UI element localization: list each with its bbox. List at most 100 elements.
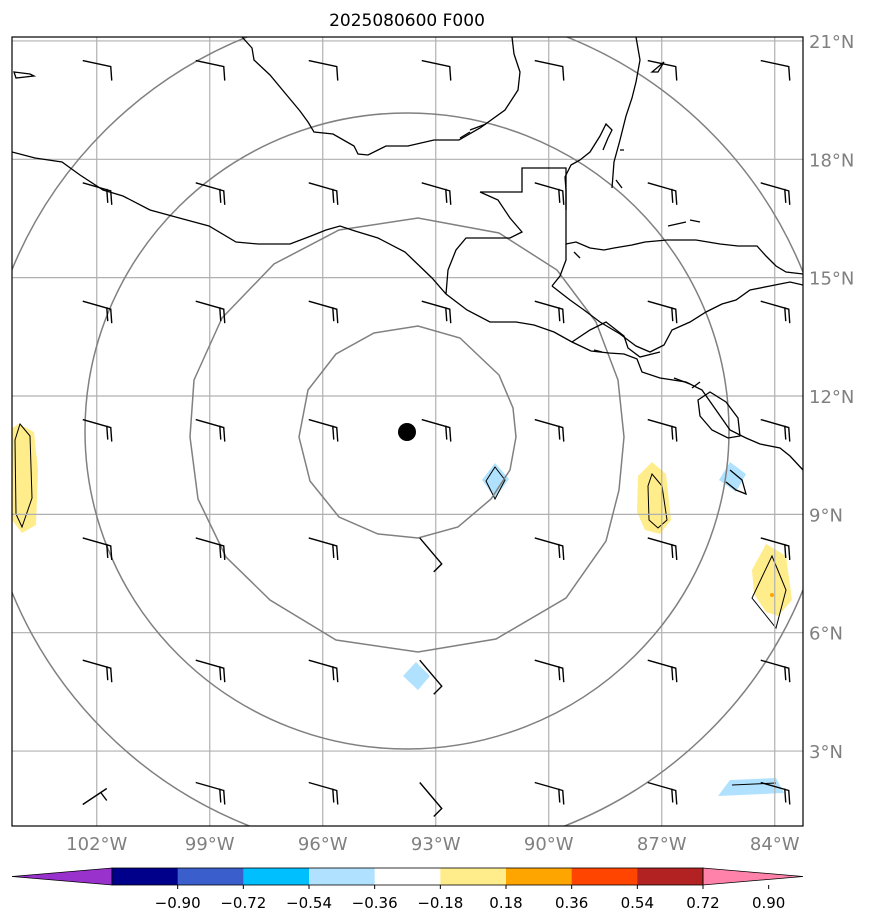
lat-tick-label: 18°N (809, 150, 854, 171)
colorbar-tick-label: 0.90 (752, 894, 785, 912)
wind-barb (82, 537, 113, 560)
lat-tick-label: 9°N (809, 505, 843, 526)
colorbar-outline (111, 867, 704, 886)
wind-barb (308, 659, 339, 683)
lat-tick-label: 3°N (809, 742, 843, 763)
nicaragua-costa-rica (697, 391, 741, 439)
colorbar-swatch (309, 868, 376, 885)
range-rings (12, 37, 803, 826)
wind-barb (421, 182, 452, 205)
panama-coast (725, 469, 747, 496)
wind-barb (534, 537, 565, 560)
mexico-pacific-coast (12, 151, 803, 471)
lat-tick-label: 15°N (809, 269, 854, 290)
range-ring-1 (298, 325, 517, 539)
lon-tick-label: 90°W (524, 834, 574, 855)
wind-barb (647, 59, 678, 81)
wind-barb (195, 659, 226, 683)
shaded-features (12, 422, 792, 796)
wind-barb (647, 418, 678, 442)
wind-barb (421, 59, 452, 81)
colorbar-tick-label: −0.54 (286, 894, 332, 912)
colorbar-swatch (637, 868, 704, 885)
colorbar-tick-label: 0.72 (686, 894, 719, 912)
wind-barb (419, 782, 443, 817)
wind-barb (419, 659, 443, 695)
wind-barb (82, 300, 113, 324)
wind-barb (421, 418, 452, 442)
honduras-border (571, 321, 661, 358)
wind-barb (760, 781, 791, 805)
wind-barb (195, 182, 226, 205)
guatemala-border (445, 167, 567, 295)
wind-barb (195, 300, 226, 324)
wind-barb (82, 659, 113, 683)
range-ring-4 (12, 37, 803, 826)
colorbar-extend-max (702, 867, 804, 886)
wind-barb (195, 537, 226, 560)
wind-barb (534, 659, 565, 683)
wind-barb (195, 418, 226, 442)
colorbar-tick-label: 0.54 (621, 894, 654, 912)
wind-barb (419, 537, 443, 573)
wind-barb (308, 182, 339, 205)
longitude-labels: 102°W 99°W 96°W 93°W 90°W 87°W 84°W (66, 834, 800, 855)
yucatan-east-coast (611, 37, 641, 189)
gulf-coast (241, 37, 521, 156)
colorbar-swatch (440, 868, 507, 885)
wind-barb (308, 59, 339, 81)
colorbar-swatch (177, 868, 244, 885)
positive-blob-west (12, 424, 38, 533)
wind-barb (421, 300, 452, 324)
wind-barb (308, 418, 339, 442)
wind-barbs (82, 59, 791, 817)
colorbar-swatch (374, 868, 441, 885)
wind-barb (534, 418, 565, 442)
negative-blob-93w (403, 662, 430, 690)
negative-blob-91w (482, 463, 509, 498)
wind-barb (308, 781, 339, 805)
positive-blob-84w (752, 544, 792, 616)
colorbar-swatch (571, 868, 638, 885)
wind-barb (308, 300, 339, 324)
range-ring-2 (189, 217, 625, 653)
colorbar-swatch (243, 868, 310, 885)
wind-barb (760, 537, 791, 560)
colorbar: −0.90 −0.72 −0.54 −0.36 −0.18 0.18 0.36 0.54 0.7… (11, 867, 804, 912)
negative-blob-85w (719, 462, 746, 492)
colorbar-tick-label: 0.36 (555, 894, 588, 912)
lon-tick-label: 84°W (750, 834, 800, 855)
wind-barb (534, 300, 565, 324)
negative-blob-se (718, 778, 784, 796)
lon-tick-label: 87°W (637, 834, 687, 855)
lat-tick-label: 21°N (809, 32, 854, 53)
colorbar-swatch (506, 868, 573, 885)
lon-tick-label: 99°W (185, 834, 235, 855)
wind-barb (534, 781, 565, 805)
lon-tick-label: 102°W (66, 834, 127, 855)
wind-barb (760, 300, 791, 324)
positive-blob-87w (637, 462, 671, 534)
colorbar-swatch (112, 868, 179, 885)
central-america-north (551, 281, 803, 353)
wind-barb (647, 781, 678, 805)
colorbar-extend-min (11, 867, 113, 886)
colorbar-tick-label: −0.36 (352, 894, 398, 912)
wind-barb (82, 787, 108, 806)
wind-barb (647, 300, 678, 324)
wind-barb (82, 182, 113, 205)
lat-tick-label: 12°N (809, 387, 854, 408)
figure-title: 2025080600 F000 (329, 11, 485, 31)
wind-barb (82, 418, 113, 442)
colorbar-tick-label: −0.72 (220, 894, 266, 912)
wind-barb (647, 659, 678, 683)
lat-tick-label: 6°N (809, 624, 843, 645)
wind-barb (534, 59, 565, 81)
wind-barb (760, 418, 791, 442)
wind-barb (82, 59, 113, 81)
graticule (12, 37, 803, 826)
lon-tick-label: 93°W (411, 834, 461, 855)
range-ring-3 (84, 112, 730, 750)
islands (13, 61, 701, 389)
